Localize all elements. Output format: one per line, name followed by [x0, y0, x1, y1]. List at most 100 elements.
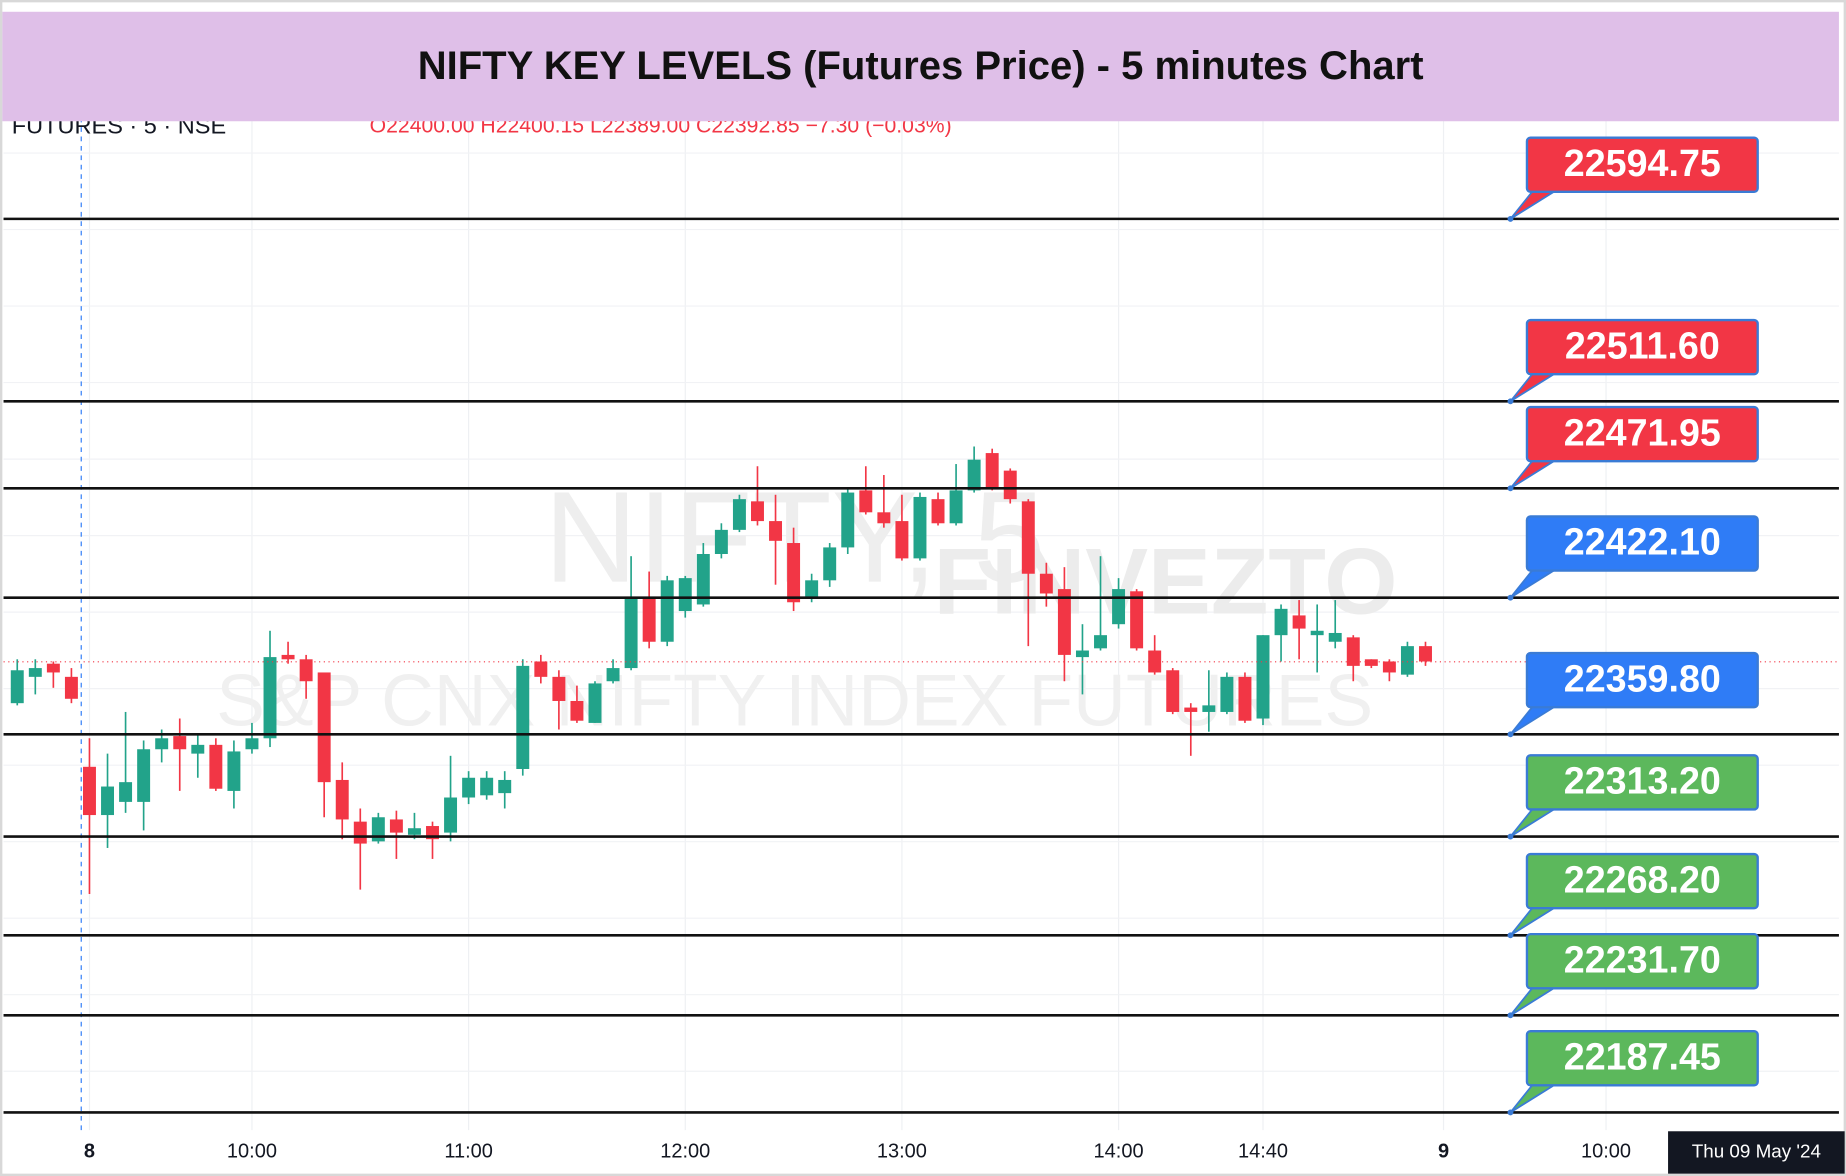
candle-body [841, 492, 855, 548]
callout-box [1525, 405, 1759, 463]
candle-body [751, 501, 764, 522]
logo: FINVEZTO [934, 528, 1398, 633]
candle-body [1419, 646, 1432, 662]
candle-body [859, 490, 873, 513]
candle-body [1310, 630, 1324, 636]
candle-body [498, 779, 512, 794]
candle-body [317, 672, 331, 783]
candle-body [64, 676, 78, 699]
candle-body [263, 657, 277, 739]
level-label: 22471.95 [1564, 411, 1721, 453]
callout-anchor [1507, 398, 1514, 405]
candle-body [1075, 650, 1089, 658]
candle-body [1021, 501, 1035, 574]
candle-body [101, 786, 115, 816]
level-label: 22422.10 [1564, 521, 1721, 563]
x-tick-label: 12:00 [660, 1141, 710, 1163]
candle-body [1400, 646, 1414, 675]
candle-body [137, 749, 151, 802]
level-label: 22268.20 [1564, 858, 1721, 900]
candle-body [1112, 589, 1126, 625]
candle-body [227, 751, 241, 791]
callout-anchor [1507, 594, 1514, 601]
candle-body [678, 578, 692, 612]
candle-body [1003, 470, 1017, 500]
candle-body [1292, 615, 1306, 629]
callout-box [1525, 318, 1759, 376]
level-label: 22313.20 [1564, 760, 1721, 802]
candle-body [1148, 650, 1162, 673]
candle-body [191, 744, 205, 754]
callout-anchor [1507, 932, 1514, 939]
x-tick-label: 10:00 [1581, 1141, 1631, 1163]
candle-body [931, 499, 945, 524]
candle-body [895, 521, 909, 559]
callout-box [1525, 932, 1759, 990]
candle-body [588, 683, 602, 723]
callout-anchor [1507, 215, 1514, 222]
callout-anchor [1507, 1012, 1514, 1019]
callout-box [1525, 754, 1759, 811]
candle-body [660, 580, 674, 642]
candle-body [714, 529, 728, 554]
x-tick-label: 10:00 [227, 1141, 277, 1163]
candle-body [732, 499, 746, 530]
candle-body [949, 490, 963, 524]
candle-body [1130, 591, 1144, 649]
level-label: 22231.70 [1564, 938, 1721, 980]
candle-body [1057, 589, 1071, 655]
candle-body [534, 661, 548, 677]
candle-body [516, 665, 530, 769]
candle-body [82, 766, 96, 816]
level-label: 22594.75 [1564, 142, 1721, 184]
candle-body [1220, 676, 1234, 712]
candle-body [805, 580, 819, 598]
level-label: 22187.45 [1564, 1035, 1721, 1077]
candle-body [245, 738, 259, 750]
candle-body [1039, 573, 1053, 594]
candle-body [389, 819, 403, 833]
candle-body [787, 543, 801, 603]
candle-body [1256, 635, 1270, 719]
callout-anchor [1507, 731, 1514, 738]
callout-box [1525, 852, 1759, 910]
x-tick-label: 9 [1438, 1141, 1449, 1163]
candle-body [606, 668, 620, 682]
x-tick-label: 11:00 [444, 1141, 493, 1163]
candle-body [444, 797, 458, 833]
chart-title: NIFTY KEY LEVELS (Futures Price) - 5 min… [418, 44, 1424, 88]
candle-body [769, 521, 783, 541]
crosshair-box [1668, 1131, 1845, 1174]
candle-body [877, 512, 891, 524]
x-tick-label: 13:00 [877, 1141, 927, 1163]
candle-body [1166, 670, 1180, 712]
candle-body [173, 736, 187, 750]
callout-anchor [1507, 1109, 1514, 1116]
candle-body [353, 821, 367, 844]
candle-body [1202, 705, 1216, 712]
candle-body [1346, 637, 1360, 666]
candle-body [985, 453, 999, 489]
candle-body [913, 496, 927, 559]
candle-body [1238, 676, 1252, 721]
candle-body [1274, 608, 1288, 636]
candle-body [281, 654, 295, 660]
candle-body [1328, 632, 1342, 642]
candle-body [407, 828, 421, 835]
candle-body [119, 782, 133, 802]
level-label: 22511.60 [1565, 324, 1720, 366]
candle-body [1382, 661, 1396, 673]
callout-anchor [1507, 485, 1514, 492]
watermark: S&P CNX NIFTY INDEX FUTURES [216, 661, 1373, 742]
crosshair-label: Thu 09 May '24 [1692, 1140, 1821, 1161]
callout-box [1525, 515, 1759, 572]
candle-body [570, 700, 584, 721]
callout-anchor [1507, 833, 1514, 840]
x-tick-label: 14:40 [1238, 1141, 1288, 1163]
candle-body [46, 663, 60, 673]
candle-body [642, 597, 656, 642]
callout-box [1525, 136, 1759, 193]
candle-body [480, 777, 494, 796]
